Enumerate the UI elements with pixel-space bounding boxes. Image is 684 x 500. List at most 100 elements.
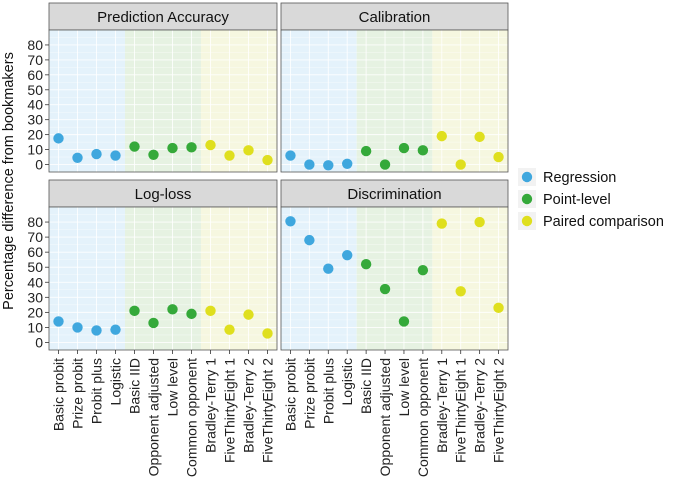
y-tick-label: 0: [35, 157, 43, 173]
legend-marker: [521, 171, 533, 183]
legend-marker: [521, 215, 533, 227]
group-band: [281, 30, 357, 172]
data-point: [72, 322, 83, 333]
panel-border: [48, 206, 278, 351]
x-tick-label: Bradley-Terry 2: [241, 358, 257, 453]
data-point: [436, 218, 447, 229]
data-point: [129, 141, 140, 152]
y-tick-label: 40: [27, 274, 43, 290]
panel-border: [48, 29, 278, 173]
data-point: [129, 305, 140, 317]
x-tick-label: Bradley-Terry 2: [472, 358, 488, 453]
data-point: [285, 216, 296, 227]
legend-label: Regression: [543, 170, 616, 186]
data-point: [262, 154, 273, 166]
data-point: [167, 142, 178, 154]
data-point: [398, 316, 410, 327]
y-tick-label: 50: [27, 259, 43, 275]
x-tick-label: Basic probit: [282, 358, 298, 431]
y-tick-label: 0: [35, 334, 43, 350]
data-point: [224, 150, 235, 161]
data-point: [262, 328, 273, 339]
legend-label: Paired comparison: [543, 214, 664, 230]
x-tick-label: Bradley-Terry 1: [434, 358, 450, 453]
group-band: [432, 207, 508, 350]
x-tick-label: Opponent adjusted: [146, 358, 162, 476]
data-point: [110, 324, 121, 335]
panel: Discrimination: [280, 179, 509, 354]
group-band: [125, 207, 201, 350]
panel-strip: [48, 179, 278, 208]
panel-strip: [280, 2, 509, 31]
y-tick-label: 80: [27, 214, 43, 230]
panel-title: Discrimination: [347, 186, 441, 203]
y-tick-label: 80: [27, 37, 43, 53]
data-point: [167, 304, 178, 315]
data-point: [474, 131, 485, 143]
data-point: [493, 302, 504, 314]
x-tick-label: Probit plus: [320, 358, 336, 424]
x-tick-label: Bradley-Terry 1: [203, 358, 219, 453]
data-point: [186, 142, 197, 153]
y-tick-label: 70: [27, 52, 43, 68]
data-point: [455, 286, 466, 297]
data-point: [360, 259, 372, 270]
group-band: [432, 30, 508, 172]
data-point: [417, 265, 429, 276]
y-tick-label: 20: [27, 304, 43, 320]
x-tick-label: Opponent adjusted: [377, 358, 393, 476]
x-tick-label: FiveThirtyEight 2: [491, 358, 507, 463]
data-point: [417, 145, 429, 156]
y-tick-label: 60: [27, 244, 43, 260]
data-point: [72, 152, 83, 163]
data-point: [342, 158, 353, 169]
panel-strip: [48, 2, 278, 31]
panel: Calibration: [280, 2, 509, 173]
y-tick-label: 30: [27, 289, 43, 305]
group-band: [49, 30, 125, 172]
data-point: [323, 160, 334, 171]
legend-label: Point-level: [543, 192, 611, 208]
group-band: [201, 30, 277, 172]
x-tick-label: FiveThirtyEight 1: [453, 358, 469, 463]
data-point: [205, 139, 216, 151]
x-tick-label: FiveThirtyEight 2: [260, 358, 276, 463]
data-point: [493, 151, 504, 163]
y-axis-label: Percentage difference from bookmakers: [1, 52, 17, 310]
x-tick-label: Logistic: [108, 358, 124, 405]
panel-strip: [280, 179, 509, 208]
data-point: [53, 133, 64, 144]
data-point: [342, 249, 353, 261]
x-tick-label: Low level: [165, 358, 181, 416]
data-point: [148, 317, 159, 329]
panel-title: Prediction Accuracy: [97, 9, 229, 26]
x-tick-label: Logistic: [339, 358, 355, 405]
data-point: [186, 308, 197, 320]
x-tick-label: Basic probit: [51, 358, 67, 431]
y-tick-label: 60: [27, 67, 43, 83]
data-point: [379, 283, 391, 295]
data-point: [110, 150, 121, 161]
data-point: [455, 159, 466, 170]
data-point: [91, 148, 102, 160]
group-band: [356, 207, 433, 350]
data-point: [285, 150, 296, 161]
y-tick-label: 40: [27, 97, 43, 113]
data-point: [53, 316, 64, 327]
x-tick-label: Basic IID: [358, 358, 374, 414]
x-tick-label: FiveThirtyEight 1: [222, 358, 238, 463]
y-tick-label: 70: [27, 229, 43, 245]
panel-title: Log-loss: [135, 186, 192, 203]
x-tick-label: Low level: [396, 358, 412, 416]
data-point: [436, 130, 447, 142]
legend-marker: [521, 193, 533, 205]
data-point: [360, 145, 372, 157]
y-tick-label: 10: [27, 142, 43, 158]
data-point: [304, 159, 315, 170]
x-tick-label: Probit plus: [89, 358, 105, 424]
data-point: [323, 263, 334, 274]
x-tick-label: Prize probit: [301, 358, 317, 429]
